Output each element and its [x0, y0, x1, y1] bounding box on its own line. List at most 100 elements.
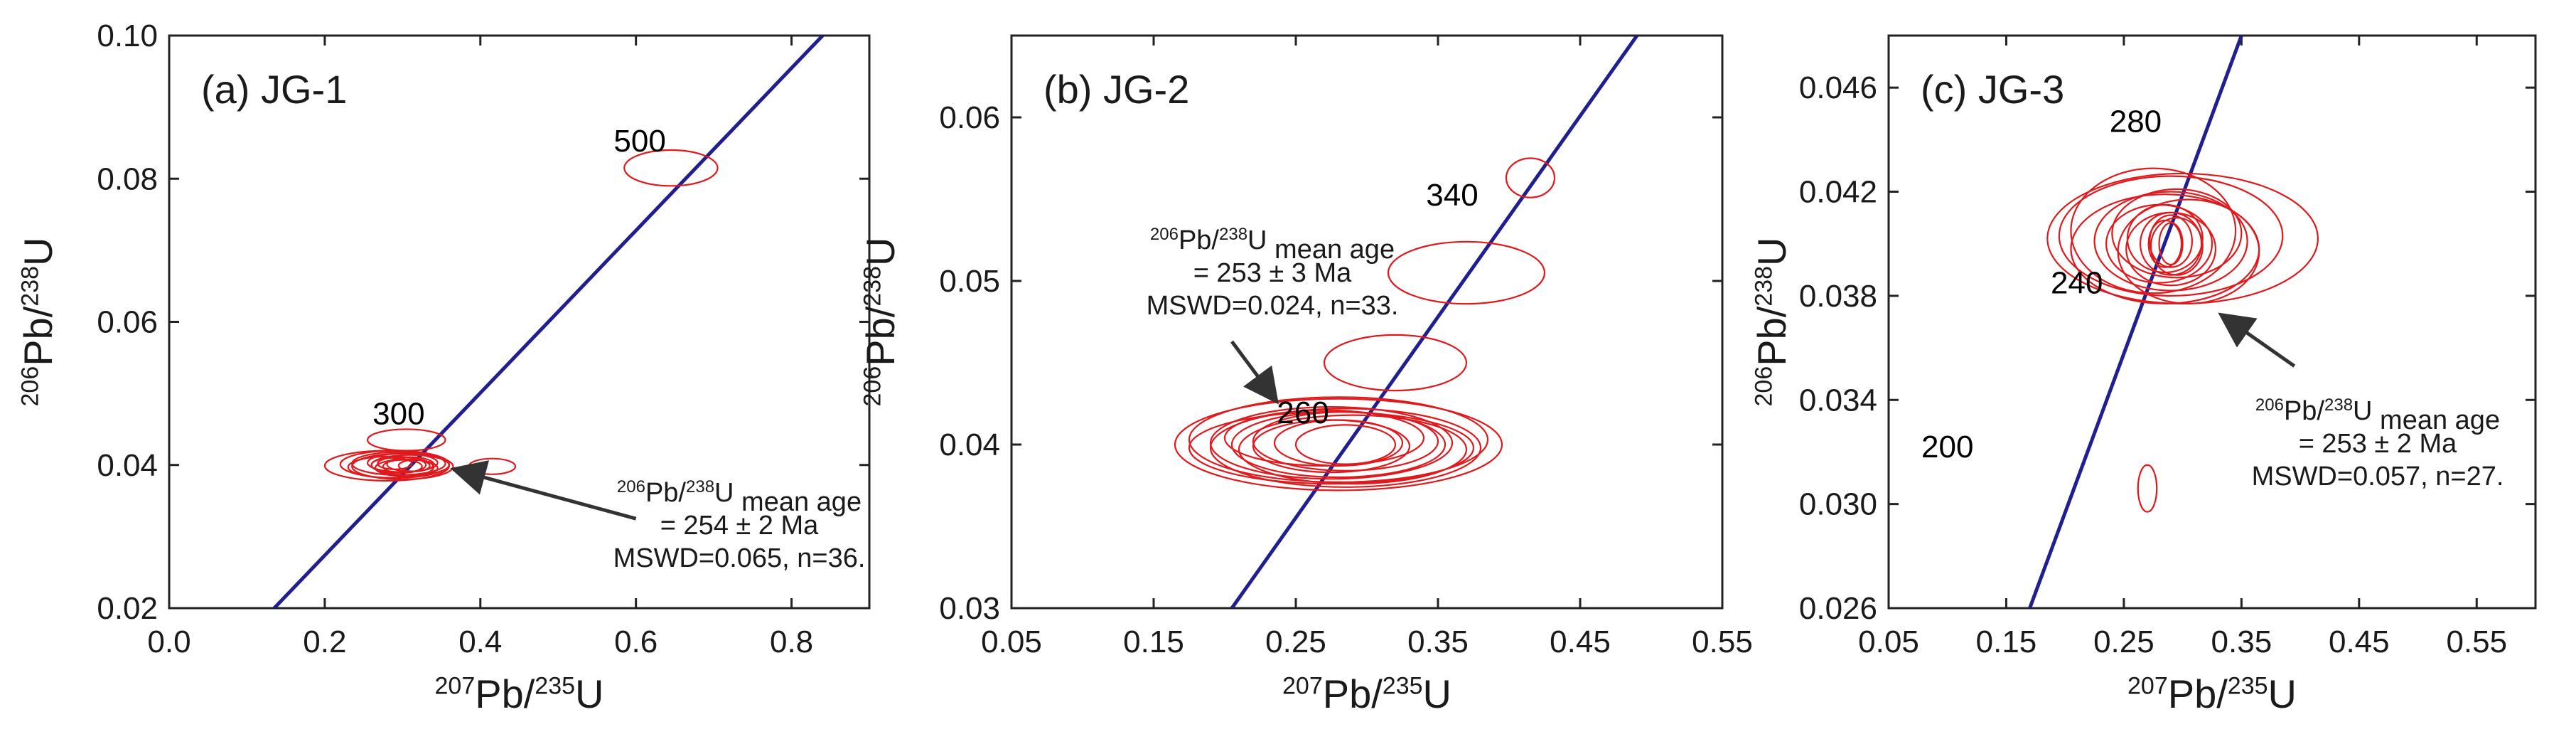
- annotation-text: mean age: [734, 487, 862, 517]
- annotation-line: MSWD=0.065, n=36.: [613, 543, 866, 573]
- superscript: 238: [1219, 225, 1247, 244]
- superscript: 235: [1383, 672, 1423, 699]
- error-ellipse: [2117, 198, 2260, 304]
- y-tick-label: 0.03: [939, 591, 1000, 626]
- x-tick-label: 0.8: [770, 625, 813, 659]
- annotation-text: U: [2353, 396, 2372, 426]
- error-ellipse: [2111, 188, 2243, 279]
- superscript: 207: [2127, 672, 2168, 699]
- error-ellipse: [1294, 424, 1397, 465]
- superscript: 207: [1282, 672, 1323, 699]
- label-text: U: [1423, 671, 1451, 716]
- y-tick-label: 0.04: [939, 427, 1000, 462]
- annotation-text: Pb/: [1179, 225, 1219, 255]
- annotation-text: mean age: [2373, 405, 2501, 435]
- x-tick-label: 0.6: [614, 625, 658, 659]
- y-axis-label: 206Pb/238U: [16, 238, 60, 407]
- y-tick-label: 0.026: [1799, 591, 1877, 626]
- x-tick-label: 0.45: [2329, 625, 2390, 659]
- label-text: Pb/: [1749, 306, 1794, 366]
- plot-area: [2028, 36, 2319, 608]
- superscript: 235: [535, 672, 575, 699]
- superscript: 207: [435, 672, 476, 699]
- x-tick-label: 0.15: [1123, 625, 1184, 659]
- error-ellipse: [623, 149, 719, 187]
- superscript: 238: [2324, 395, 2353, 415]
- plot-area: [272, 36, 825, 608]
- superscript: 206: [16, 366, 43, 407]
- concordia-line: [1230, 36, 1639, 608]
- error-ellipse: [2158, 222, 2184, 266]
- annotation-line: = 253 ± 3 Ma: [1193, 258, 1352, 288]
- y-tick-label: 0.046: [1799, 70, 1877, 105]
- superscript: 235: [2228, 672, 2268, 699]
- x-tick-label: 0.15: [1976, 625, 2037, 659]
- superscript: 206: [859, 366, 886, 407]
- annotation-line: 206Pb/238U mean age: [2255, 395, 2500, 435]
- annotation-line: MSWD=0.057, n=27.: [2252, 462, 2504, 491]
- age-label: 200: [1921, 430, 1973, 464]
- error-ellipse: [2147, 219, 2183, 268]
- y-tick-label: 0.034: [1799, 383, 1877, 418]
- error-ellipse: [2058, 175, 2284, 297]
- panel-c: 0.05 0.15 0.25 0.35 0.45 0.55 0.026 0.030 0.034 0…: [1749, 34, 2537, 716]
- y-tick-label: 0.06: [97, 305, 158, 340]
- y-tick-label: 0.02: [97, 591, 158, 626]
- error-ellipse: [2149, 214, 2193, 268]
- error-ellipse: [1323, 334, 1468, 392]
- x-tick-label: 0.4: [458, 625, 502, 659]
- annotation-line: 206Pb/238U mean age: [1150, 225, 1395, 265]
- age-label: 260: [1277, 395, 1329, 430]
- age-label: 280: [2110, 104, 2162, 139]
- annotation-text: Pb/: [2284, 396, 2324, 426]
- x-tick-label: 0.05: [1858, 625, 1919, 659]
- superscript: 206: [1750, 366, 1777, 407]
- annotation-text: U: [714, 478, 734, 508]
- panel-title: (a) JG-1: [201, 67, 347, 112]
- y-axis-label: 206Pb/238U: [858, 238, 903, 407]
- label-text: U: [858, 238, 903, 266]
- x-tick-label: 0.45: [1550, 625, 1611, 659]
- superscript: 238: [859, 266, 886, 307]
- age-label: 240: [2051, 265, 2103, 300]
- label-text: U: [16, 238, 60, 266]
- y-tick-label: 0.04: [97, 448, 158, 483]
- plot-area: [1174, 36, 1639, 608]
- y-tick-label: 0.042: [1799, 175, 1877, 210]
- error-ellipse: [2093, 191, 2248, 292]
- x-axis-label: 207Pb/235U: [1282, 671, 1451, 716]
- plot-frame: [1010, 34, 1724, 610]
- y-axis-label-group: 206Pb/238U: [1749, 238, 1794, 407]
- age-label: 500: [613, 124, 665, 159]
- label-text: Pb/: [16, 306, 60, 366]
- annotation-arrow: [450, 460, 637, 521]
- panel-title: (c) JG-3: [1921, 67, 2064, 112]
- x-tick-label: 0.55: [2446, 625, 2507, 659]
- x-tick-label: 0.05: [981, 625, 1042, 659]
- label-text: U: [2268, 671, 2297, 716]
- panel-title: (b) JG-2: [1043, 67, 1189, 112]
- y-tick-label: 0.08: [97, 161, 158, 196]
- label-text: U: [1749, 238, 1794, 266]
- x-tick-label: 0.0: [147, 625, 190, 659]
- error-ellipse: [1387, 240, 1546, 305]
- error-ellipse: [377, 457, 413, 470]
- concordia-line: [2028, 36, 2243, 608]
- annotation-arrow: [2218, 312, 2296, 368]
- error-ellipse: [397, 459, 431, 472]
- annotation-line: 206Pb/238U mean age: [617, 477, 862, 517]
- x-tick-label: 0.35: [1407, 625, 1469, 659]
- label-text: Pb/: [858, 306, 903, 366]
- annotation-text: U: [1247, 225, 1267, 255]
- label-text: Pb/: [2168, 671, 2228, 716]
- error-ellipse: [1188, 410, 1475, 485]
- error-ellipse: [468, 457, 517, 475]
- y-axis-label-group: 206Pb/238U: [16, 238, 60, 407]
- concordia-line: [272, 36, 825, 608]
- annotation-line: = 253 ± 2 Ma: [2299, 429, 2457, 459]
- superscript: 238: [16, 266, 43, 307]
- y-tick-label: 0.10: [97, 18, 158, 53]
- annotation-text: Pb/: [645, 478, 686, 508]
- y-tick-label: 0.038: [1799, 279, 1877, 314]
- panel-a: 0.0 0.2 0.4 0.6 0.80.020.040.060.080.10207Pb…: [16, 18, 871, 716]
